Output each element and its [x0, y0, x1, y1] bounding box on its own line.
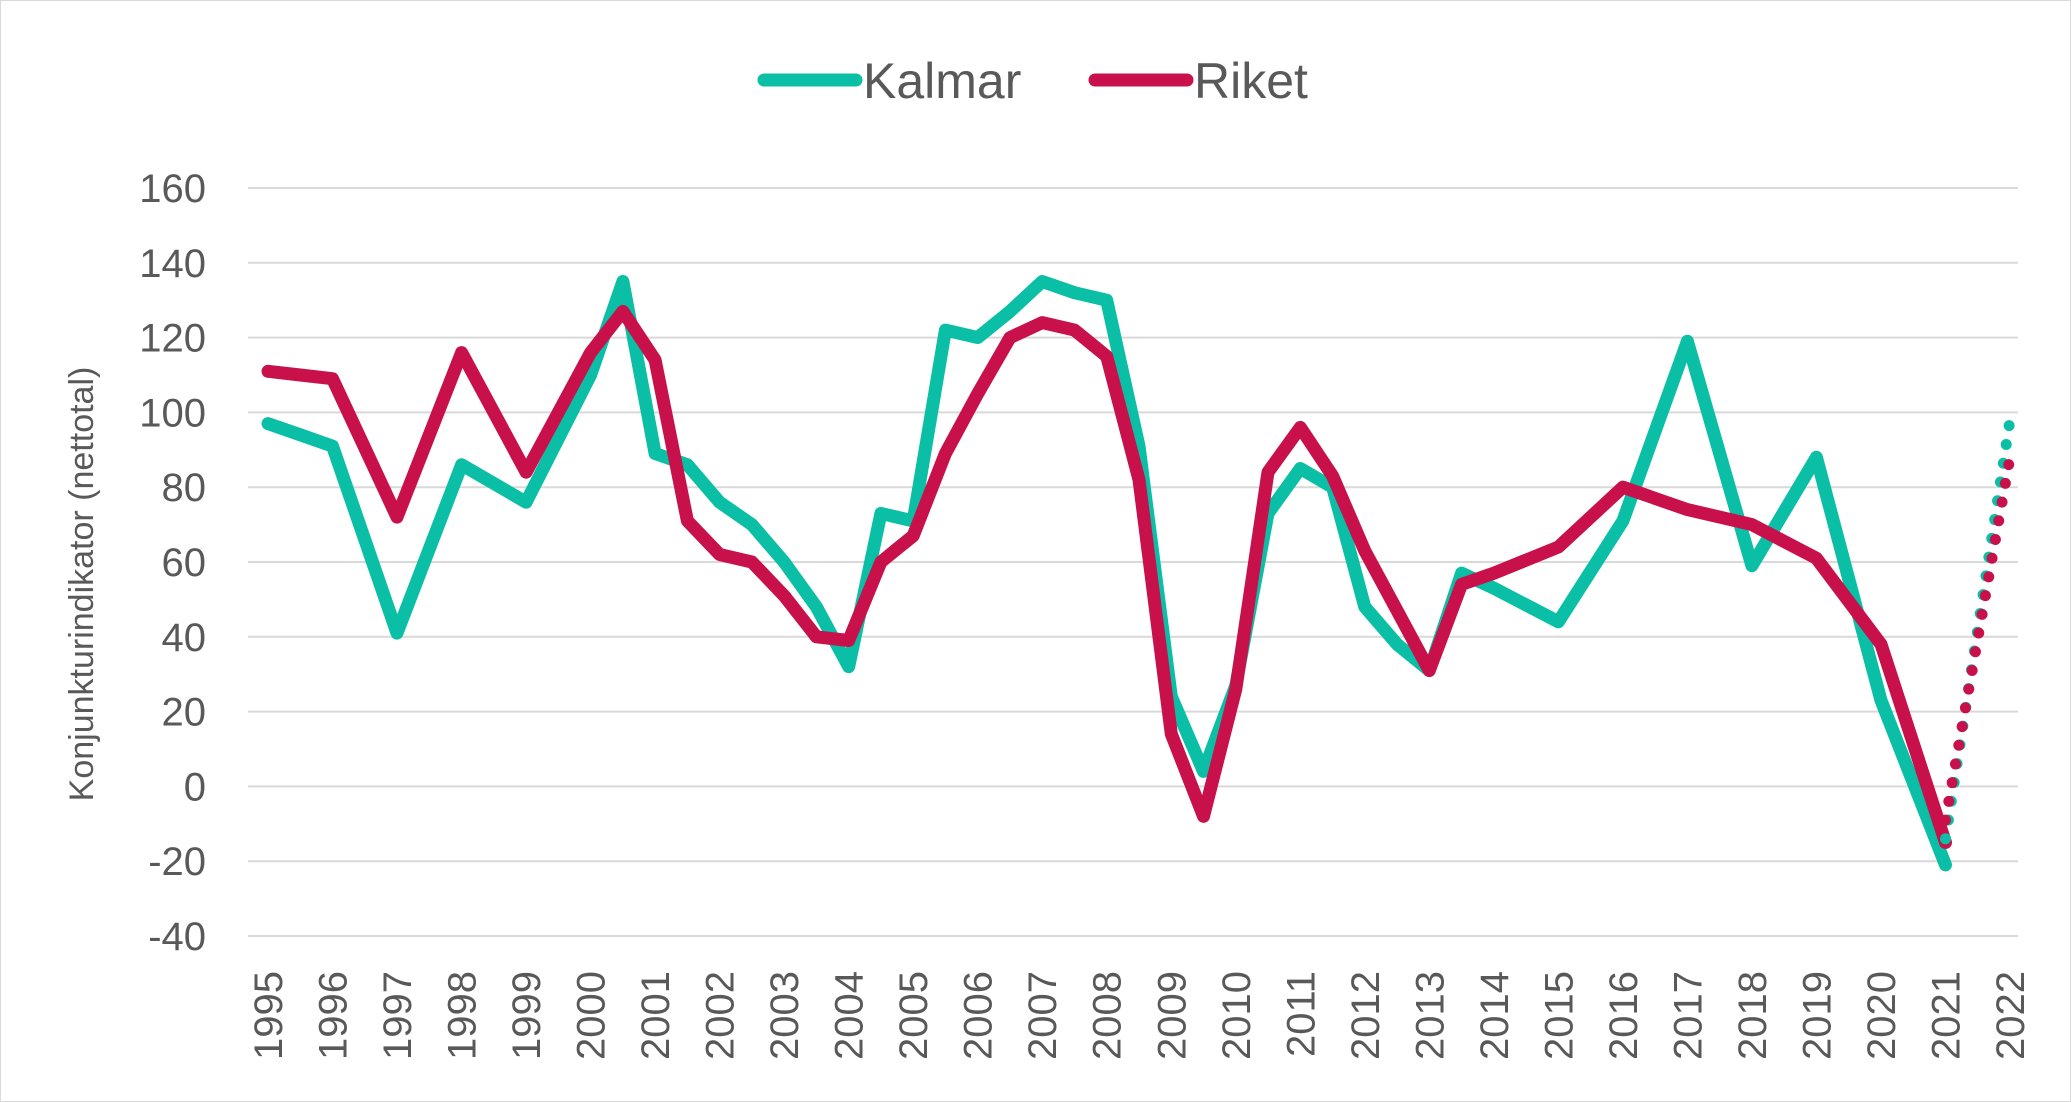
- x-tick-label: 2008: [1086, 971, 1130, 1060]
- series-line-riket-forecast: [1940, 451, 2016, 826]
- x-tick-label: 2022: [1989, 971, 2033, 1060]
- x-tick-label: 2012: [1344, 971, 1388, 1060]
- y-tick-label: 20: [162, 691, 207, 735]
- y-tick-label: -20: [148, 840, 206, 884]
- x-tick-label: 2009: [1150, 971, 1194, 1060]
- y-tick-label: -40: [148, 915, 206, 959]
- x-tick-label: 2006: [957, 971, 1001, 1060]
- series-lines: [261, 275, 2016, 872]
- legend: Kalmar Riket: [757, 53, 1308, 109]
- x-tick-label: 2003: [763, 971, 807, 1060]
- x-tick-label: 1995: [247, 971, 291, 1060]
- x-tick-label: 2001: [634, 971, 678, 1060]
- x-tick-label: 2000: [570, 971, 614, 1060]
- x-tick-label: 2013: [1408, 971, 1452, 1060]
- gridlines: [248, 187, 2018, 937]
- legend-label-kalmar: Kalmar: [863, 53, 1021, 109]
- x-tick-label: 2018: [1731, 971, 1775, 1060]
- x-tick-label: 2019: [1795, 971, 1839, 1060]
- y-tick-label: 140: [139, 242, 206, 286]
- x-tick-label: 2016: [1602, 971, 1646, 1060]
- series-line-kalmar: [261, 275, 1952, 872]
- x-tick-label: 1996: [312, 971, 356, 1060]
- y-tick-label: 160: [139, 167, 206, 211]
- x-tick-label: 2004: [828, 971, 872, 1060]
- x-tick-label: 2015: [1537, 971, 1581, 1060]
- x-tick-label: 1998: [441, 971, 485, 1060]
- y-tick-label: 0: [184, 765, 206, 809]
- y-tick-labels: 160 140 120 100 80 60 40 20 0 -20 -40: [139, 167, 206, 959]
- y-tick-label: 80: [162, 466, 207, 510]
- x-tick-label: 2007: [1021, 971, 1065, 1060]
- y-axis-title: Konjunkturindikator (nettotal): [63, 367, 101, 802]
- x-tick-label: 2002: [699, 971, 743, 1060]
- x-tick-label: 2005: [892, 971, 936, 1060]
- x-tick-label: 2017: [1666, 971, 1710, 1060]
- x-tick-label: 2010: [1215, 971, 1259, 1060]
- y-tick-label: 40: [162, 616, 207, 660]
- x-tick-labels: 1995 1996 1997 1998 1999 2000 2001 2002 2003 2004…: [247, 971, 2033, 1060]
- y-tick-label: 100: [139, 391, 206, 435]
- x-tick-label: 1999: [505, 971, 549, 1060]
- x-tick-label: 2021: [1924, 971, 1968, 1060]
- x-tick-label: 2014: [1473, 971, 1517, 1060]
- y-tick-label: 60: [162, 541, 207, 585]
- y-tick-label: 120: [139, 317, 206, 361]
- x-tick-label: 2020: [1860, 971, 1904, 1060]
- x-tick-label: 1997: [376, 971, 420, 1060]
- x-tick-label: 2011: [1279, 971, 1323, 1057]
- legend-label-riket: Riket: [1194, 53, 1308, 109]
- series-line-riket: [261, 304, 1952, 849]
